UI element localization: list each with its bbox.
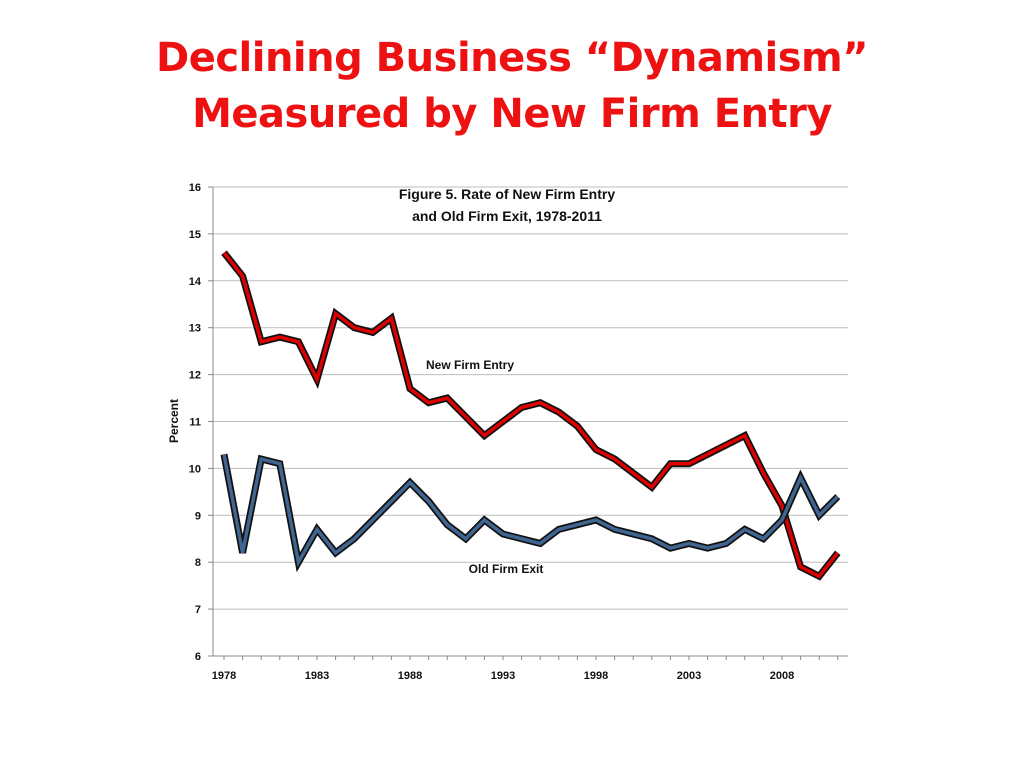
y-tick-label: 16 (189, 182, 201, 194)
series-line-old-firm-exit (222, 454, 840, 568)
x-tick-label: 2003 (677, 670, 701, 682)
series-lines (220, 250, 841, 581)
axes (212, 187, 848, 657)
y-tick-label: 9 (195, 510, 201, 522)
slide-title: Declining Business “Dynamism” Measured b… (0, 30, 1024, 142)
y-tick-label: 15 (189, 229, 201, 241)
chart-title-line-2: and Old Firm Exit, 1978-2011 (412, 208, 602, 224)
y-tick-label: 10 (189, 463, 201, 475)
y-tick-labels: 6 7 8 9 10 11 12 13 14 15 16 (189, 182, 202, 663)
series-label-new-firm-entry: New Firm Entry (426, 358, 514, 372)
y-tick-label: 13 (189, 323, 201, 335)
y-tick-label: 11 (189, 417, 201, 429)
x-tick-label: 1983 (305, 670, 329, 682)
x-tick-label: 1998 (584, 670, 608, 682)
series-label-old-firm-exit: Old Firm Exit (469, 562, 544, 576)
gridlines (208, 186, 848, 660)
x-tick-label: 2008 (770, 670, 794, 682)
slide-title-line-1: Declining Business “Dynamism” (155, 35, 869, 81)
x-tick-labels: 1978 1983 1988 1993 1998 2003 2008 (212, 670, 794, 682)
x-tick-label: 1993 (491, 670, 515, 682)
y-axis-label: Percent (167, 399, 181, 443)
slide-title-line-2: Measured by New Firm Entry (192, 91, 832, 137)
y-tick-label: 8 (195, 557, 201, 569)
series-line-old-firm-exit-outline (220, 453, 841, 573)
chart-title-line-1: Figure 5. Rate of New Firm Entry (399, 186, 615, 202)
y-tick-label: 12 (189, 370, 201, 382)
y-tick-label: 6 (195, 651, 201, 663)
y-tick-label: 7 (195, 604, 201, 616)
series-line-new-firm-entry (222, 251, 840, 579)
y-tick-label: 14 (189, 276, 202, 288)
x-tick-label: 1978 (212, 670, 236, 682)
x-tick-label: 1988 (398, 670, 422, 682)
